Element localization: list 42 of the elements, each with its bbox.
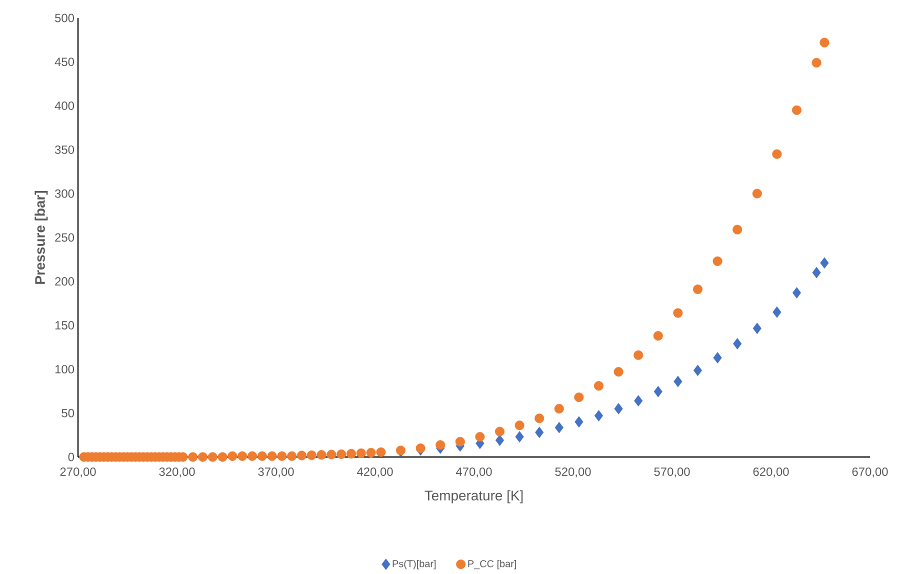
point [654, 386, 662, 398]
y-tick-label: 200 [55, 277, 74, 286]
point [515, 431, 524, 442]
y-tick-label: 300 [54, 189, 74, 198]
point [495, 434, 504, 446]
y-tick-label: 400 [54, 102, 74, 110]
x-tick-label: 420,00 [357, 468, 393, 478]
y-tick-label: 250 [55, 233, 74, 242]
point [614, 403, 623, 414]
point [594, 410, 604, 422]
point [752, 322, 762, 334]
legend-label: P_CC [bar] [468, 560, 516, 570]
y-tick-label: 500 [55, 14, 74, 22]
x-tick-label: 370,00 [258, 468, 294, 478]
x-tick-label: 570,00 [654, 468, 690, 478]
point [713, 352, 722, 364]
point [812, 266, 821, 278]
point [554, 422, 564, 434]
y-axis-title: Pressure [bar] [34, 191, 48, 284]
x-tick-label: 320,00 [159, 468, 195, 478]
y-tick-label: 0 [68, 452, 74, 462]
point [772, 306, 782, 318]
legend-label: Ps(T)[bar] [392, 560, 436, 570]
point [733, 338, 742, 350]
point [820, 257, 829, 269]
point [574, 416, 584, 428]
y-tick-label: 150 [55, 321, 74, 330]
y-tick-label: 450 [54, 58, 74, 66]
x-tick-label: 270,00 [60, 468, 96, 478]
y-tick-label: 100 [55, 364, 74, 374]
x-tick-label: 670,00 [852, 468, 888, 478]
x-tick-label: 520,00 [555, 468, 591, 478]
point [792, 287, 802, 298]
point [634, 395, 643, 406]
x-tick-label: 470,00 [456, 468, 492, 478]
y-tick-label: 350 [54, 145, 74, 154]
point [693, 364, 702, 376]
x-tick-label: 620,00 [753, 468, 789, 478]
point [535, 426, 544, 438]
point [674, 376, 682, 388]
x-axis-title: Temperature [K] [424, 490, 523, 504]
y-tick-label: 50 [62, 408, 74, 418]
